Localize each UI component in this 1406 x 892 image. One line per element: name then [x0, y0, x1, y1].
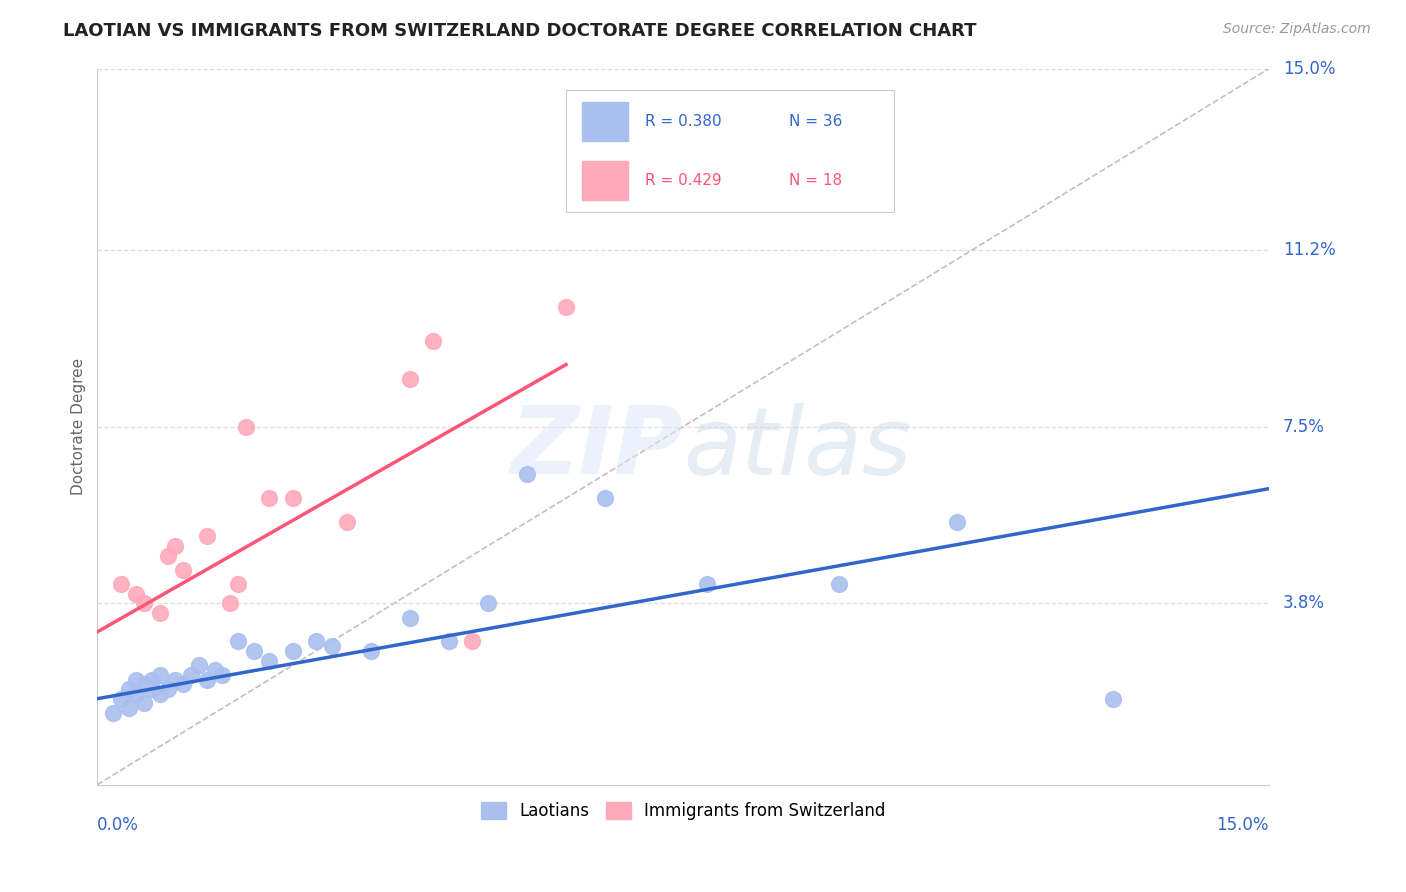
Point [257, 491, 280, 506]
Point [141, 673, 163, 687]
Point [281, 491, 304, 506]
Text: Source: ZipAtlas.com: Source: ZipAtlas.com [1223, 22, 1371, 37]
Y-axis label: Doctorate Degree: Doctorate Degree [72, 358, 86, 495]
Point [477, 596, 499, 610]
Point [141, 682, 163, 697]
Point [281, 644, 304, 658]
Text: 15.0%: 15.0% [1284, 60, 1336, 78]
Point [321, 639, 343, 653]
Point [398, 372, 420, 386]
Point [398, 610, 420, 624]
Point [211, 668, 233, 682]
Point [165, 539, 187, 553]
Point [195, 529, 218, 543]
Point [437, 634, 460, 648]
Point [125, 673, 148, 687]
Point [149, 687, 172, 701]
Point [110, 691, 132, 706]
Point [242, 644, 264, 658]
Text: 3.8%: 3.8% [1284, 594, 1324, 612]
Legend: Laotians, Immigrants from Switzerland: Laotians, Immigrants from Switzerland [474, 795, 893, 826]
Point [187, 658, 209, 673]
Text: 15.0%: 15.0% [1216, 815, 1270, 834]
Point [134, 596, 156, 610]
Point [134, 697, 156, 711]
Point [134, 677, 156, 691]
Point [516, 467, 538, 482]
Text: atlas: atlas [683, 402, 911, 493]
Point [165, 673, 187, 687]
Text: 7.5%: 7.5% [1284, 417, 1324, 435]
Point [149, 606, 172, 620]
Point [696, 577, 718, 591]
Point [235, 419, 257, 434]
Point [226, 577, 249, 591]
Point [149, 668, 172, 682]
Point [945, 515, 967, 529]
Point [226, 634, 249, 648]
Point [305, 634, 328, 648]
Point [195, 673, 218, 687]
Point [1101, 691, 1123, 706]
Point [219, 596, 242, 610]
Point [172, 563, 194, 577]
Point [156, 682, 179, 697]
Point [461, 634, 484, 648]
Point [117, 682, 139, 697]
Text: 0.0%: 0.0% [97, 815, 139, 834]
Point [360, 644, 382, 658]
Point [422, 334, 444, 348]
Point [257, 653, 280, 667]
Point [101, 706, 124, 720]
Point [125, 687, 148, 701]
Point [117, 701, 139, 715]
Point [172, 677, 194, 691]
Point [110, 577, 132, 591]
Point [828, 577, 851, 591]
Text: LAOTIAN VS IMMIGRANTS FROM SWITZERLAND DOCTORATE DEGREE CORRELATION CHART: LAOTIAN VS IMMIGRANTS FROM SWITZERLAND D… [63, 22, 977, 40]
Point [204, 663, 226, 677]
Point [593, 491, 616, 506]
Text: ZIP: ZIP [510, 402, 683, 494]
Point [336, 515, 359, 529]
Point [125, 587, 148, 601]
Text: 11.2%: 11.2% [1284, 241, 1336, 259]
Point [156, 549, 179, 563]
Point [180, 668, 202, 682]
Point [555, 300, 578, 314]
